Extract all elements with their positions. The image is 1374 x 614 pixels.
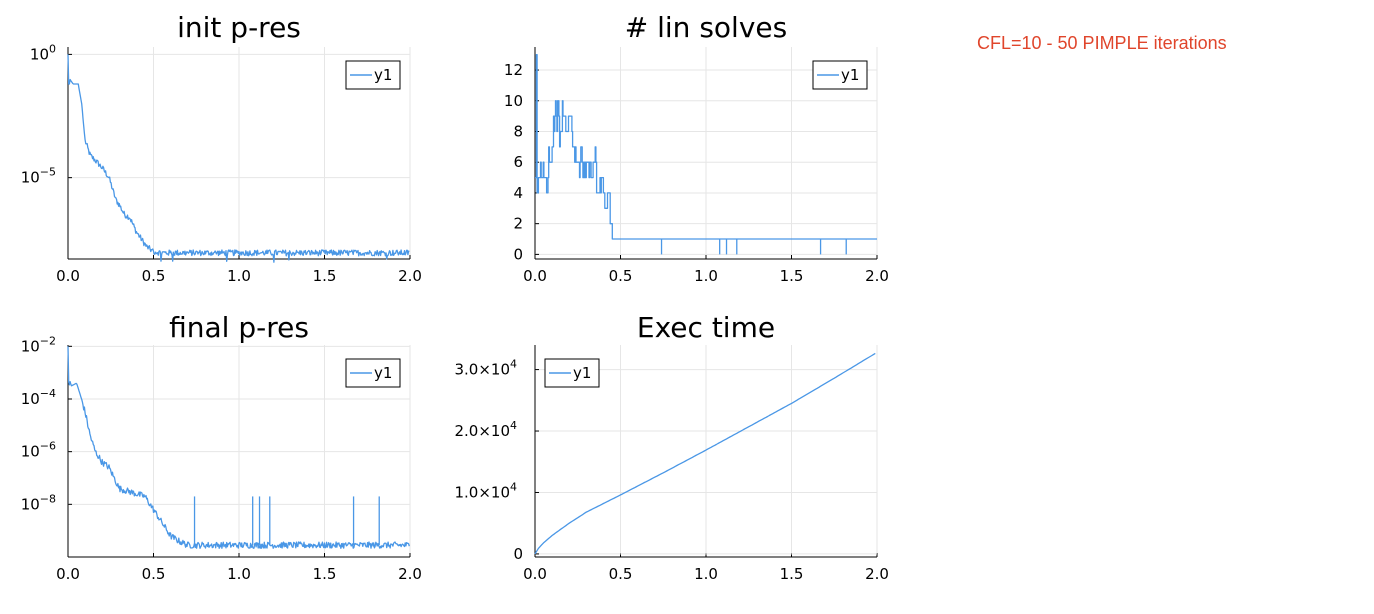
y-tick-label: 4 bbox=[513, 184, 523, 202]
y-tick-label: 10−5 bbox=[21, 166, 56, 187]
legend-1: y1 bbox=[813, 61, 867, 89]
x-tick-label: 1.5 bbox=[780, 267, 804, 285]
y-tick-label: 0 bbox=[513, 245, 523, 263]
x-tick-label: 1.5 bbox=[313, 565, 337, 583]
x-tick-label: 1.5 bbox=[313, 267, 337, 285]
x-tick-label: 0.0 bbox=[56, 565, 80, 583]
panel-title-1: # lin solves bbox=[625, 11, 787, 44]
legend-label: y1 bbox=[374, 66, 392, 84]
x-tick-label: 1.0 bbox=[694, 267, 718, 285]
x-tick-label: 0.5 bbox=[609, 565, 633, 583]
y-tick-label: 100 bbox=[30, 42, 56, 63]
y-tick-label: 1.0×104 bbox=[454, 480, 517, 501]
x-tick-label: 2.0 bbox=[865, 565, 889, 583]
y-axis-3: 0 1.0×104 2.0×104 3.0×104 bbox=[454, 345, 877, 563]
y-tick-label: 10−6 bbox=[21, 440, 56, 461]
panel-title-2: final p-res bbox=[169, 311, 309, 344]
x-tick-label: 0.0 bbox=[56, 267, 80, 285]
legend-label: y1 bbox=[841, 66, 859, 84]
legend-0: y1 bbox=[346, 61, 400, 89]
y-tick-label: 8 bbox=[513, 122, 523, 140]
x-tick-label: 0.5 bbox=[142, 565, 166, 583]
panel-title-0: init p-res bbox=[177, 11, 301, 44]
x-tick-label: 1.0 bbox=[227, 267, 251, 285]
x-tick-label: 1.5 bbox=[780, 565, 804, 583]
legend-label: y1 bbox=[374, 364, 392, 382]
panel-title-3: Exec time bbox=[637, 311, 775, 344]
legend-2: y1 bbox=[346, 359, 400, 387]
legend-3: y1 bbox=[545, 359, 599, 387]
x-tick-label: 1.0 bbox=[694, 565, 718, 583]
legend-label: y1 bbox=[573, 364, 591, 382]
annotation-text: CFL=10 - 50 PIMPLE iterations bbox=[977, 33, 1227, 54]
y-tick-label: 2 bbox=[513, 215, 523, 233]
y-tick-label: 10−8 bbox=[21, 492, 56, 513]
y-tick-label: 0 bbox=[513, 545, 523, 563]
y-tick-label: 2.0×104 bbox=[454, 419, 517, 440]
y-tick-label: 10−4 bbox=[21, 387, 56, 408]
x-tick-label: 0.5 bbox=[609, 267, 633, 285]
x-tick-label: 0.0 bbox=[523, 565, 547, 583]
y-tick-label: 12 bbox=[504, 61, 523, 79]
x-tick-label: 0.5 bbox=[142, 267, 166, 285]
y-tick-label: 10 bbox=[504, 92, 523, 110]
y-tick-label: 10−2 bbox=[21, 334, 56, 355]
x-tick-label: 2.0 bbox=[398, 565, 422, 583]
y-tick-label: 6 bbox=[513, 153, 523, 171]
y-tick-label: 3.0×104 bbox=[454, 358, 517, 379]
x-tick-label: 2.0 bbox=[865, 267, 889, 285]
x-tick-label: 2.0 bbox=[398, 267, 422, 285]
x-tick-label: 1.0 bbox=[227, 565, 251, 583]
x-tick-label: 0.0 bbox=[523, 267, 547, 285]
